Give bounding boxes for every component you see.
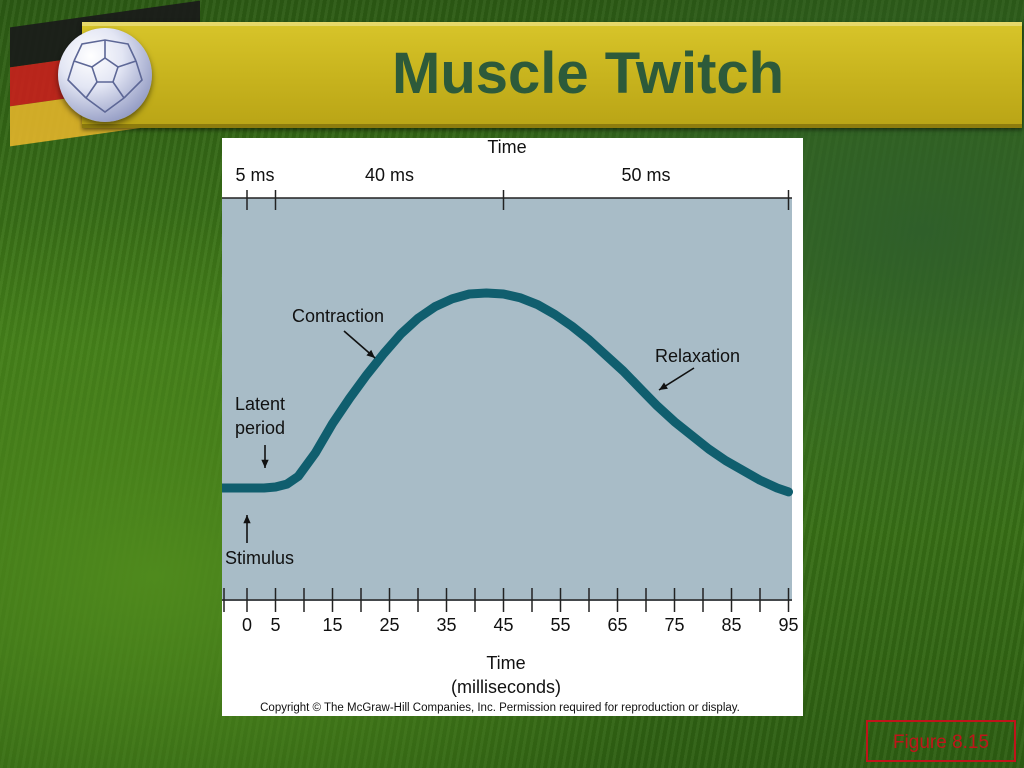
x-tick-label: 65	[607, 615, 627, 635]
figure-label: Figure 8.15	[866, 720, 1016, 762]
x-tick-label: 45	[493, 615, 513, 635]
copyright-text: Copyright © The McGraw-Hill Companies, I…	[260, 702, 740, 714]
top-axis-segment-label: 5 ms	[235, 165, 274, 185]
contraction-arrow-head	[366, 349, 375, 358]
x-tick-label: 15	[322, 615, 342, 635]
x-tick-label: 35	[436, 615, 456, 635]
top-axis-segment-label: 50 ms	[621, 165, 670, 185]
latent-period-label-line2: period	[235, 418, 285, 438]
x-axis-label-line2: (milliseconds)	[451, 677, 561, 697]
x-tick-label: 0	[242, 615, 252, 635]
twitch-curve	[222, 288, 793, 497]
top-axis-label: Time	[487, 138, 526, 157]
x-tick-label: 85	[721, 615, 741, 635]
contraction-label: Contraction	[292, 306, 384, 326]
latent-period-label-line1: Latent	[235, 394, 285, 414]
x-tick-label: 55	[550, 615, 570, 635]
page-title: Muscle Twitch	[392, 41, 785, 106]
plot-area	[222, 198, 792, 601]
top-axis-segment-label: 40 ms	[365, 165, 414, 185]
x-tick-label: 95	[778, 615, 798, 635]
x-tick-label: 75	[664, 615, 684, 635]
figure-panel: Time 5 ms 40 ms 50 ms Contraction Relaxati…	[222, 138, 803, 716]
soccer-ball-icon	[58, 28, 152, 122]
stimulus-label: Stimulus	[225, 548, 294, 568]
x-tick-label: 25	[379, 615, 399, 635]
relaxation-label: Relaxation	[655, 346, 740, 366]
x-axis-label-line1: Time	[486, 653, 525, 673]
muscle-twitch-chart: Time 5 ms 40 ms 50 ms Contraction Relaxati…	[222, 138, 799, 714]
relaxation-arrow-head	[659, 382, 668, 390]
x-tick-label: 5	[270, 615, 280, 635]
latent-period-arrow-head	[261, 459, 269, 468]
title-bar	[82, 22, 1022, 128]
stimulus-arrow-head	[243, 515, 251, 524]
